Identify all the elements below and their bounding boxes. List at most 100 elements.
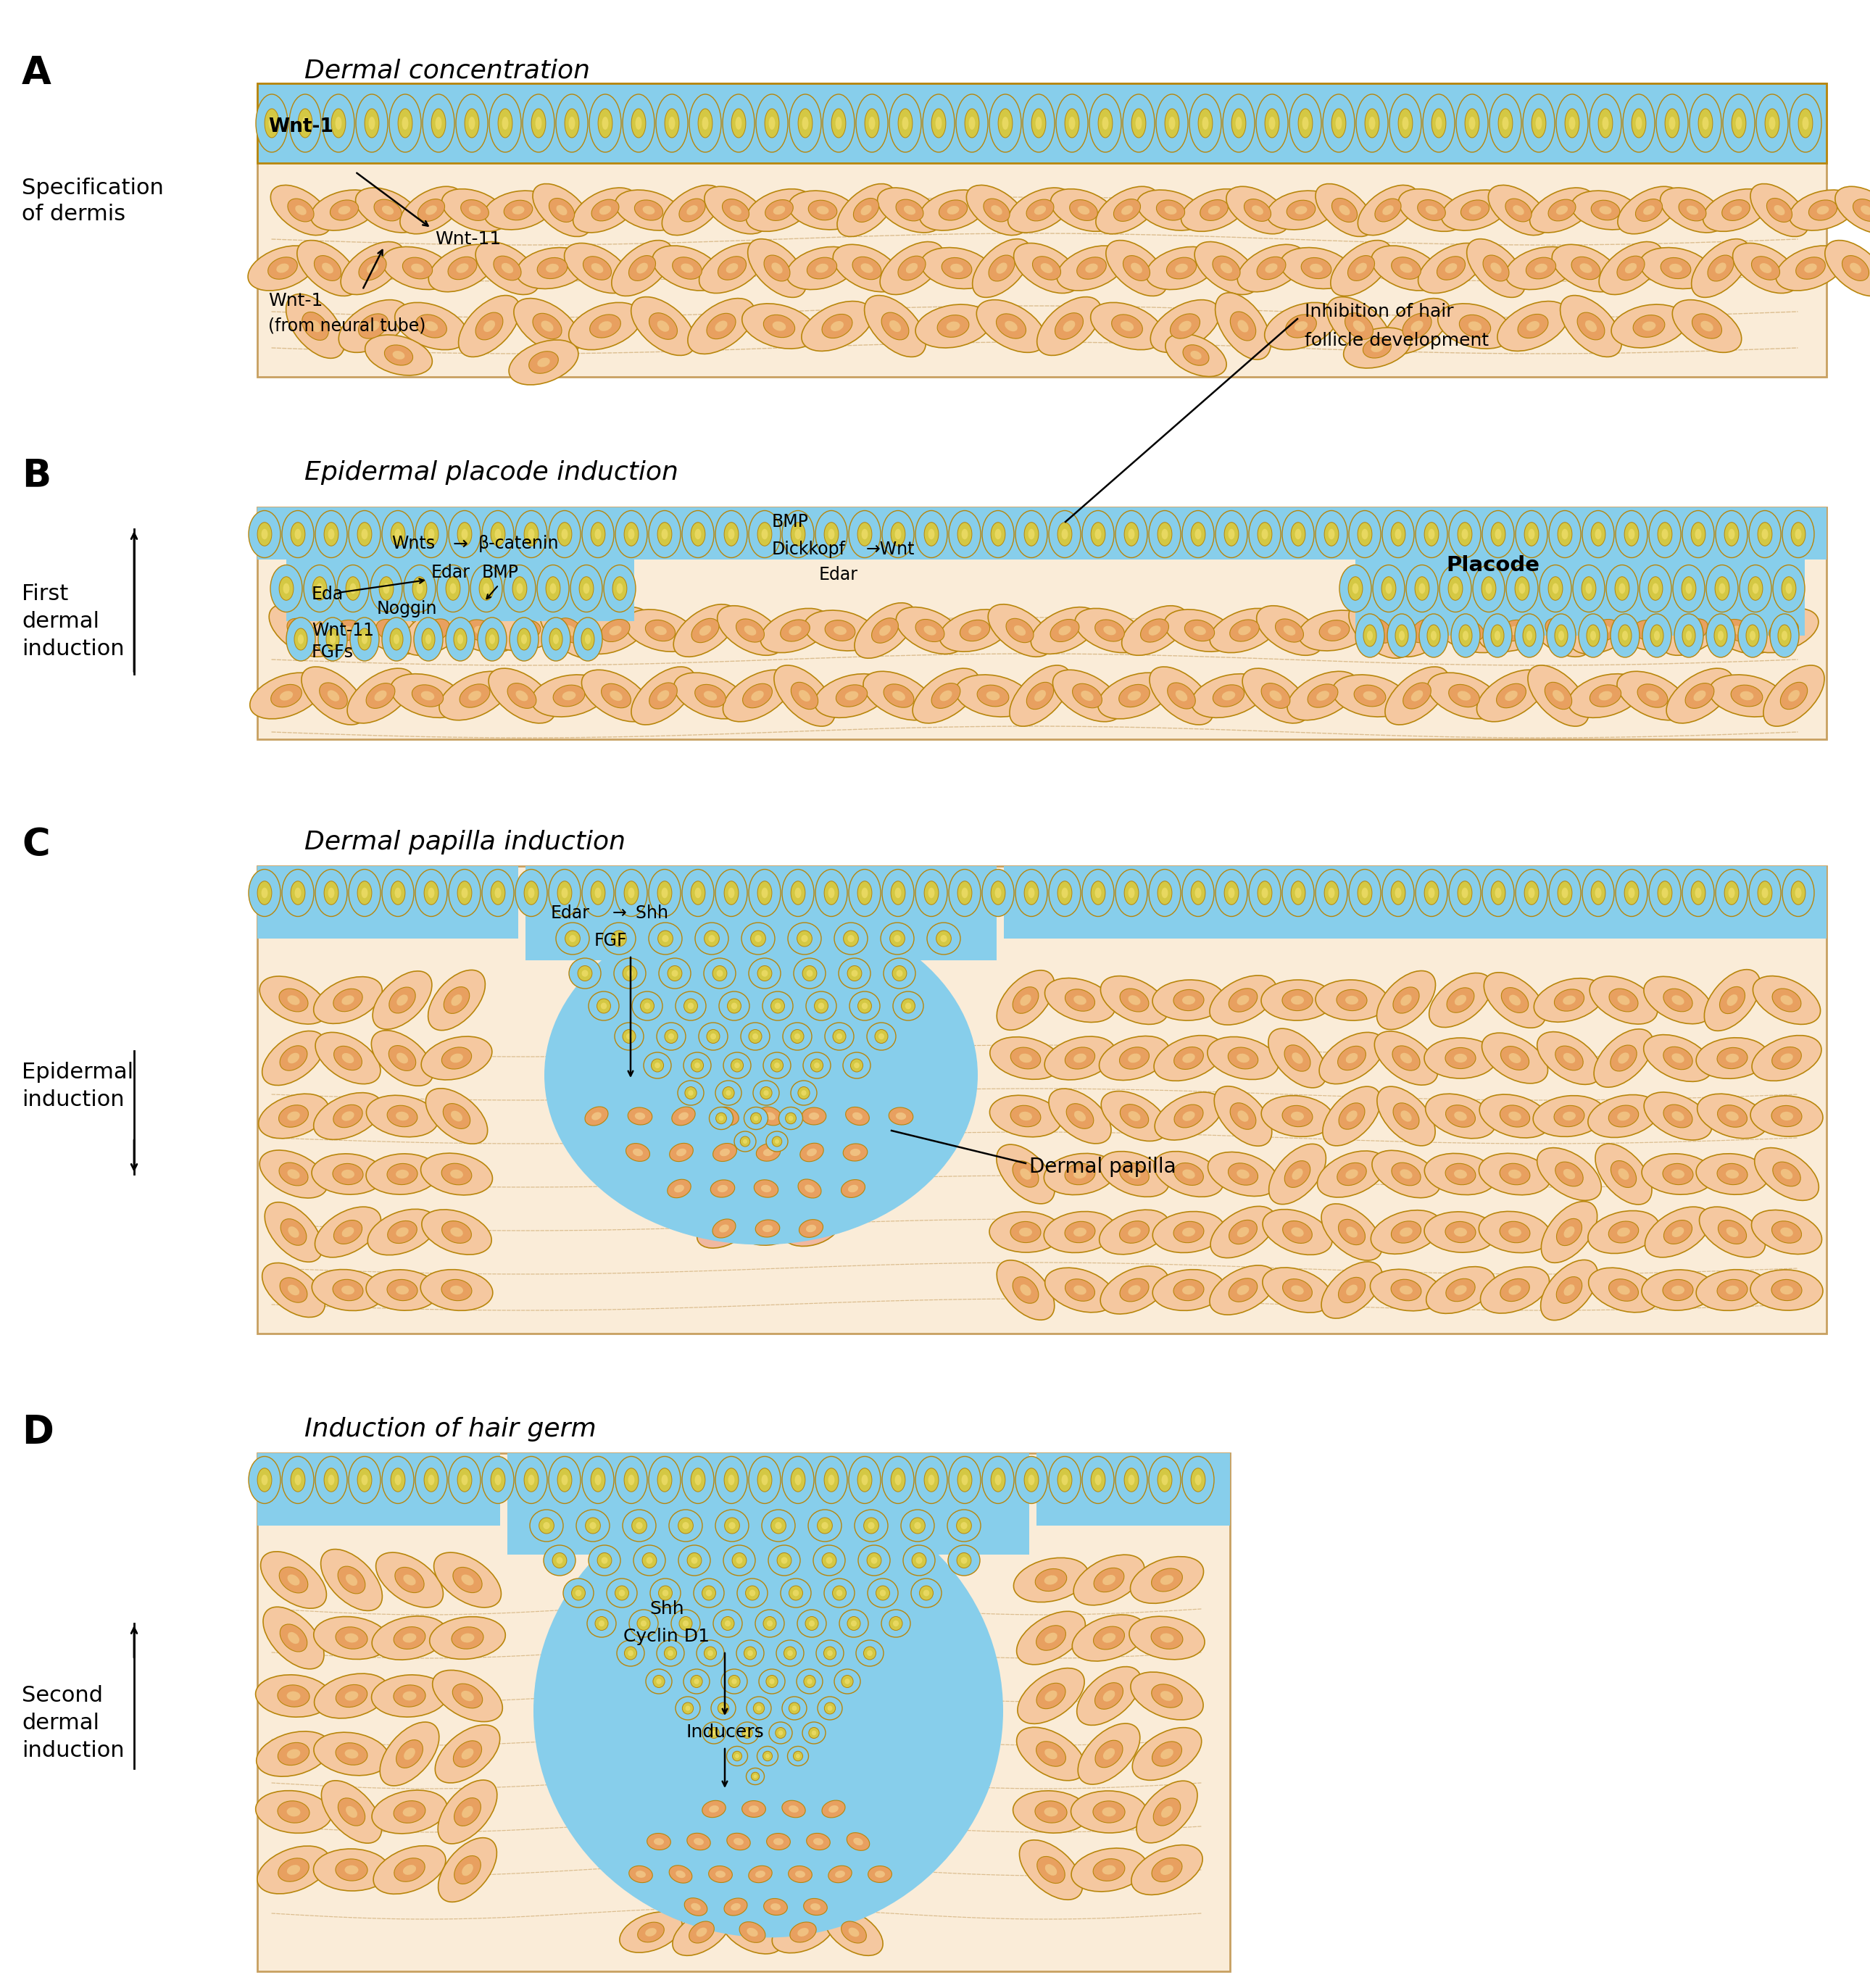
Ellipse shape [1045,1632,1057,1644]
Ellipse shape [557,1469,572,1491]
Ellipse shape [598,205,611,215]
Ellipse shape [755,1143,780,1161]
Ellipse shape [668,1179,690,1199]
Ellipse shape [282,869,314,916]
Ellipse shape [770,998,785,1014]
Ellipse shape [462,1690,473,1702]
Ellipse shape [1264,109,1279,137]
Ellipse shape [372,1789,447,1833]
Ellipse shape [989,1038,1062,1079]
Ellipse shape [780,620,810,642]
Ellipse shape [565,109,580,137]
Ellipse shape [1717,1105,1747,1127]
Ellipse shape [411,684,443,708]
Ellipse shape [1790,93,1821,153]
Ellipse shape [654,1857,707,1893]
Ellipse shape [703,1722,726,1743]
Ellipse shape [1316,1151,1386,1197]
Ellipse shape [454,628,467,650]
Ellipse shape [432,109,445,137]
Ellipse shape [1019,1229,1032,1237]
Ellipse shape [1672,1169,1685,1179]
Ellipse shape [1165,109,1180,137]
Ellipse shape [1726,1111,1739,1121]
Ellipse shape [1803,117,1808,129]
Ellipse shape [690,93,722,153]
Ellipse shape [381,247,453,290]
Ellipse shape [1374,624,1386,636]
Ellipse shape [789,1702,800,1714]
Ellipse shape [1717,1280,1747,1300]
Ellipse shape [496,529,501,539]
Ellipse shape [798,1219,823,1237]
Ellipse shape [1672,1227,1685,1237]
Ellipse shape [1771,1221,1801,1242]
Ellipse shape [1530,187,1593,233]
Ellipse shape [853,256,881,280]
Ellipse shape [402,1692,417,1700]
Ellipse shape [1427,672,1500,720]
Ellipse shape [338,1567,365,1594]
Ellipse shape [696,684,726,708]
Ellipse shape [1694,887,1702,899]
Ellipse shape [1705,614,1735,658]
Ellipse shape [1730,205,1741,215]
Ellipse shape [795,887,800,899]
Ellipse shape [1468,117,1475,129]
Ellipse shape [746,1696,770,1720]
Ellipse shape [832,1586,845,1600]
Ellipse shape [654,1062,660,1068]
Ellipse shape [367,1095,438,1137]
Ellipse shape [1780,1054,1793,1064]
Ellipse shape [688,298,755,354]
Ellipse shape [381,511,413,559]
Ellipse shape [1767,199,1791,223]
Ellipse shape [342,1169,355,1179]
Ellipse shape [941,690,952,702]
Ellipse shape [1588,1095,1659,1137]
Ellipse shape [434,1553,501,1608]
Ellipse shape [847,966,862,980]
Ellipse shape [626,1034,632,1040]
Ellipse shape [1101,976,1169,1024]
Ellipse shape [376,620,406,642]
Ellipse shape [1561,887,1569,899]
Ellipse shape [1169,117,1174,129]
Ellipse shape [830,1097,885,1135]
Ellipse shape [741,1135,797,1169]
Ellipse shape [469,117,475,129]
Ellipse shape [1230,1103,1257,1129]
Ellipse shape [911,1517,926,1533]
Ellipse shape [1191,523,1206,547]
Ellipse shape [632,109,645,137]
Ellipse shape [782,511,813,559]
Ellipse shape [673,1185,684,1193]
Ellipse shape [464,109,479,137]
Ellipse shape [342,1111,353,1121]
Ellipse shape [746,1928,757,1936]
Ellipse shape [1432,109,1446,137]
Ellipse shape [1683,869,1715,916]
Ellipse shape [355,187,421,233]
Ellipse shape [591,262,604,272]
Ellipse shape [757,523,772,547]
Ellipse shape [789,1586,802,1600]
Ellipse shape [1128,887,1135,899]
Ellipse shape [636,262,647,274]
Ellipse shape [1354,686,1386,706]
Ellipse shape [430,1616,505,1660]
Ellipse shape [920,248,993,288]
Bar [258,1453,1230,1972]
Ellipse shape [709,1867,733,1883]
Ellipse shape [890,523,905,547]
Ellipse shape [531,674,606,718]
Ellipse shape [1732,109,1747,137]
Ellipse shape [400,187,462,235]
Ellipse shape [426,1087,488,1143]
Ellipse shape [1010,1105,1042,1127]
Ellipse shape [1782,577,1795,600]
Ellipse shape [742,684,772,708]
Ellipse shape [1425,1093,1496,1139]
Ellipse shape [1455,1229,1466,1237]
Ellipse shape [1287,201,1315,221]
